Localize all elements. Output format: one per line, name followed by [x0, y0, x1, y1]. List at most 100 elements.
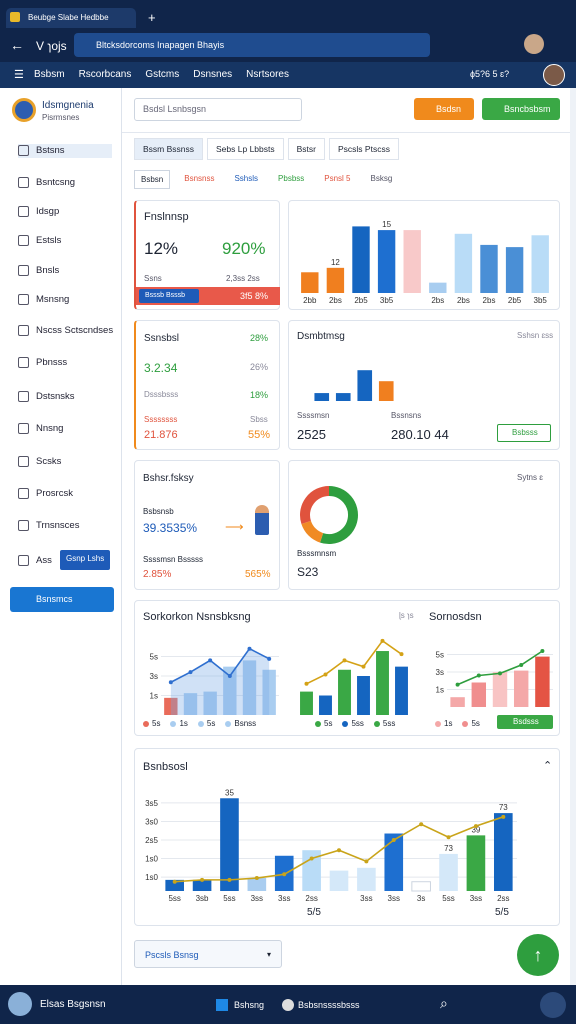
chart-card: Bsnbsosl ⌃ 1s0 1s0 2s5 3s0 3s5 5ss 3sb 35 5ss 3ss… — [134, 748, 560, 926]
filter-chip[interactable]: Psnsl 5 — [324, 174, 351, 183]
search-icon[interactable]: ⌕ — [440, 995, 448, 1011]
tab[interactable]: Sebs Lp Lbbsts — [207, 138, 284, 160]
filter-chip[interactable]: Bsksg — [370, 174, 393, 183]
sidebar-label: Idsgp — [36, 206, 60, 217]
sidebar-item[interactable]: Scsks — [18, 455, 112, 469]
nav-item[interactable]: Dsnsnes — [193, 69, 233, 80]
chart-button[interactable]: Bsdsss — [497, 715, 553, 729]
kpi-button-label: Bsssb Bsssb — [145, 292, 186, 299]
bar — [300, 691, 313, 715]
sidebar-item[interactable]: Nnsng — [18, 422, 112, 436]
app-icon — [282, 999, 294, 1011]
filter-chip[interactable]: Bsnsnss — [184, 174, 215, 183]
nav-item[interactable]: Nsrtsores — [246, 69, 289, 80]
fab[interactable]: ↑ — [517, 934, 559, 976]
sidebar-item[interactable]: Idsgp — [18, 205, 112, 219]
sidebar-item[interactable]: Bstsns — [18, 144, 112, 158]
app-label[interactable]: Bsbsnssssbsss — [298, 1000, 360, 1010]
tab[interactable]: Pscsls Ptscss — [329, 138, 399, 160]
donut-chart — [300, 486, 358, 544]
bar — [535, 656, 550, 707]
tab[interactable]: Bssm Bssnss — [134, 138, 204, 160]
line-point — [361, 664, 366, 669]
chart-card: Sorkorkon Nsnsbksng ɭs ɿs Sornosdsn 1s 3s… — [134, 600, 560, 736]
tab[interactable]: Bstsr — [287, 138, 325, 160]
kpi-value: 39.3535% — [143, 521, 198, 535]
green-button[interactable]: Bsncbsbsm — [482, 98, 560, 120]
app-label[interactable]: Bshsng — [234, 1000, 265, 1010]
arrow: ⟶ — [225, 519, 244, 534]
kpi-low: 2.85% — [143, 569, 172, 580]
sidebar-item[interactable]: Bsntcsng — [18, 176, 112, 190]
nav-item[interactable]: Gstcms — [145, 69, 180, 80]
sidebar-item[interactable]: Pbnsss — [18, 356, 112, 370]
kpi-button[interactable]: Bsssb Bsssb — [139, 289, 199, 303]
dropdown-caret: ▾ — [267, 950, 272, 959]
bar — [531, 235, 549, 293]
bar — [357, 370, 373, 401]
chart-button-label: Bsdsss — [513, 717, 539, 726]
menu-icon[interactable]: ☰ — [14, 69, 24, 81]
url-bar[interactable]: Bltcksdorcoms Inapagen Bhayis — [74, 33, 430, 57]
sidebar-item[interactable]: Msnsng — [18, 293, 112, 307]
sidebar-item[interactable]: Bnsls — [18, 264, 112, 278]
bar — [357, 676, 370, 715]
tabs: Bssm Bssnss Sebs Lp Lbbsts Bstsr Pscsls Pts… — [134, 138, 399, 160]
kpi-sub: Ssssmsn Bsssss — [143, 555, 204, 564]
bar — [480, 244, 498, 293]
legend-item: 5s — [143, 719, 160, 728]
new-tab[interactable]: + — [148, 10, 156, 25]
user-avatar[interactable] — [543, 64, 565, 86]
search-input[interactable]: Bsdsl Lsnbsgsn — [134, 98, 302, 121]
filter-chip[interactable]: Sshsls — [234, 174, 259, 183]
tray-icon[interactable] — [540, 992, 566, 1018]
sidebar-item[interactable]: Ass — [18, 554, 112, 568]
bar — [395, 666, 408, 715]
profile-avatar[interactable] — [524, 34, 544, 54]
chart-mark-label: 5/5 — [495, 907, 509, 918]
sidebar-active-label: Bsnsmcs — [36, 594, 73, 604]
orange-button-label: Bsdsn — [436, 104, 462, 114]
dropdown[interactable]: Pscsls Bsnsg ▾ — [134, 940, 282, 968]
sidebar-item[interactable]: Estsls — [18, 234, 112, 248]
filter-chip[interactable]: Pbsbss — [278, 174, 305, 183]
sidebar-item[interactable]: Prosrcsk — [18, 487, 112, 501]
x-tick-label: 2bs — [329, 296, 342, 305]
kpi-title: Bshsr.fsksy — [143, 473, 194, 484]
bar — [466, 835, 486, 891]
legend: 5s 1s 5s Bsnss — [143, 719, 256, 728]
line-point — [168, 680, 173, 685]
tab[interactable]: Beubge Slabe Hedbbe — [6, 8, 136, 28]
orange-button[interactable]: Bsdsn — [414, 98, 474, 120]
nav-item[interactable]: Bsbsm — [34, 69, 65, 80]
legend-swatch — [462, 720, 469, 727]
bar — [203, 691, 217, 715]
line-area — [170, 648, 270, 715]
line-point — [227, 877, 232, 882]
sidebar-item[interactable]: Nscss Sctscndses — [18, 324, 113, 338]
chart-button[interactable]: Bsbsss — [497, 424, 551, 442]
line-point — [399, 652, 404, 657]
combo-chart: 1s 3s 5s — [150, 646, 279, 715]
back-button[interactable]: ← — [10, 37, 24, 53]
sidebar-icon — [18, 177, 29, 188]
sidebar-active[interactable]: Bsnsmcs — [10, 587, 114, 612]
sidebar-item[interactable]: Dstsnsks — [18, 390, 112, 404]
sidebar-item[interactable]: Trnsnsces — [18, 519, 112, 533]
chart-title: Sorkorkon Nsnsbksng — [143, 611, 251, 623]
kpi-label: Bsbsnsb — [143, 507, 174, 516]
x-tick-label: 3ss — [278, 894, 290, 903]
bar — [192, 879, 212, 891]
filter-chip[interactable]: Bsbsn — [134, 170, 171, 189]
line-point — [227, 674, 232, 678]
sidebar-badge[interactable]: Gsnp Lshs — [60, 550, 111, 570]
y-tick-label: 3s — [436, 668, 444, 677]
nav-item[interactable]: Rscorbcans — [78, 69, 132, 80]
legend-item: 5s — [315, 719, 332, 728]
collapse-icon[interactable]: ⌃ — [543, 760, 553, 772]
bar — [314, 393, 330, 401]
line-point — [342, 658, 347, 663]
bar — [223, 666, 237, 715]
chart-button-label: Bsbsss — [512, 428, 538, 437]
